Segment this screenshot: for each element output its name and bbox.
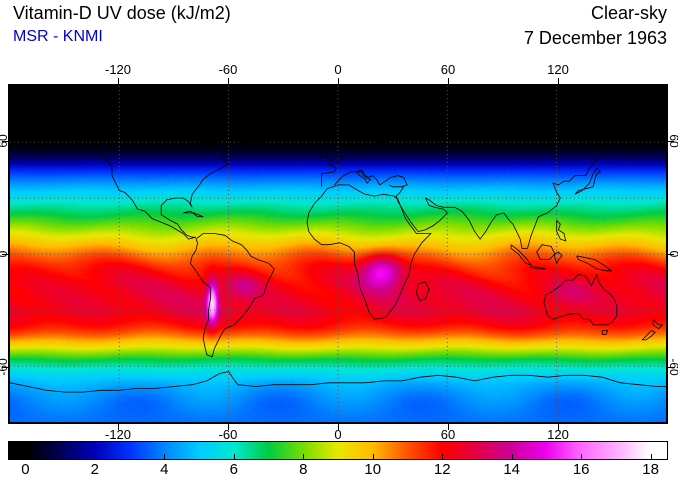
colorbar-tick-mark — [442, 454, 444, 459]
world-map-panel — [8, 84, 668, 424]
colorbar-tick-label: 6 — [229, 461, 238, 478]
x-tick-label-bottom: 0 — [334, 427, 342, 442]
x-tick-mark-top — [448, 78, 449, 84]
x-tick-mark-bottom — [448, 424, 449, 430]
x-tick-label-top: 120 — [547, 62, 569, 77]
x-tick-label-top: 0 — [334, 62, 342, 77]
colorbar-tick-mark — [581, 454, 583, 459]
y-tick-mark-left — [2, 254, 8, 255]
x-tick-mark-bottom — [558, 424, 559, 430]
colorbar-gradient — [8, 441, 668, 460]
coastline — [392, 109, 664, 249]
coastline — [355, 171, 372, 184]
coastline — [536, 244, 556, 261]
coastline — [235, 111, 303, 143]
x-tick-label-bottom: -120 — [104, 427, 132, 442]
y-tick-mark-right — [668, 254, 674, 255]
coastline — [529, 266, 546, 270]
x-tick-mark-top — [558, 78, 559, 84]
coastline — [543, 273, 618, 326]
colorbar-tick-mark — [94, 454, 96, 459]
y-tick-mark-right — [668, 140, 674, 142]
coastline — [574, 167, 602, 195]
sky-condition-label: Clear-sky — [590, 3, 667, 23]
colorbar-tick-mark — [164, 454, 166, 459]
coastline — [334, 169, 408, 188]
coastline — [319, 150, 328, 158]
colorbar-tick-mark — [233, 454, 235, 459]
data-source-label: MSR - KNMI — [13, 28, 103, 45]
coastline — [554, 251, 563, 265]
colorbar-tick-label: 18 — [642, 461, 659, 478]
date-label: 7 December 1963 — [523, 28, 667, 48]
x-tick-label-top: 60 — [440, 62, 456, 77]
colorbar-tick-label: 0 — [21, 461, 30, 478]
colorbar-tick-mark — [511, 454, 513, 459]
coastline — [556, 220, 567, 242]
x-tick-mark-top — [228, 78, 229, 84]
coastline — [415, 281, 430, 302]
x-tick-label-bottom: 120 — [547, 427, 569, 442]
colorbar-tick-label: 12 — [433, 461, 451, 478]
coastline — [510, 244, 533, 266]
coastline — [326, 145, 341, 162]
x-tick-label-top: -120 — [104, 62, 132, 77]
colorbar-tick-label: 10 — [364, 461, 382, 478]
x-tick-label-bottom: 60 — [440, 427, 456, 442]
coastline — [652, 319, 664, 330]
coastline — [321, 121, 394, 187]
coastline — [31, 122, 230, 240]
coastline — [189, 233, 275, 358]
coastline — [10, 371, 666, 393]
x-tick-mark-top — [118, 78, 119, 84]
map-grid-coastlines-overlay — [10, 86, 666, 422]
colorbar-tick-mark — [650, 454, 652, 459]
figure-title: Vitamin-D UV dose (kJ/m2) — [13, 3, 231, 23]
x-tick-mark-bottom — [228, 424, 229, 430]
coastline — [183, 210, 204, 218]
coastline — [306, 184, 432, 320]
x-tick-mark-bottom — [338, 424, 339, 430]
coastline — [297, 130, 314, 135]
colorbar-tick-mark — [303, 454, 305, 459]
y-tick-mark-left — [2, 367, 8, 369]
x-tick-label-top: -60 — [218, 62, 238, 77]
x-tick-mark-bottom — [118, 424, 119, 430]
colorbar-tick-label: 2 — [90, 461, 99, 478]
colorbar-tick-mark — [25, 454, 27, 459]
x-tick-mark-top — [338, 78, 339, 84]
coastline — [576, 255, 613, 272]
x-tick-label-bottom: -60 — [218, 427, 238, 442]
colorbar-tick-mark — [372, 454, 374, 459]
y-tick-mark-left — [2, 140, 8, 142]
colorbar-tick-label: 14 — [503, 461, 521, 478]
y-tick-mark-right — [668, 367, 674, 369]
coastline — [641, 330, 656, 341]
colorbar-tick-label: 16 — [572, 461, 590, 478]
coastline — [601, 330, 609, 335]
colorbar-tick-label: 8 — [299, 461, 308, 478]
colorbar-tick-label: 4 — [160, 461, 169, 478]
